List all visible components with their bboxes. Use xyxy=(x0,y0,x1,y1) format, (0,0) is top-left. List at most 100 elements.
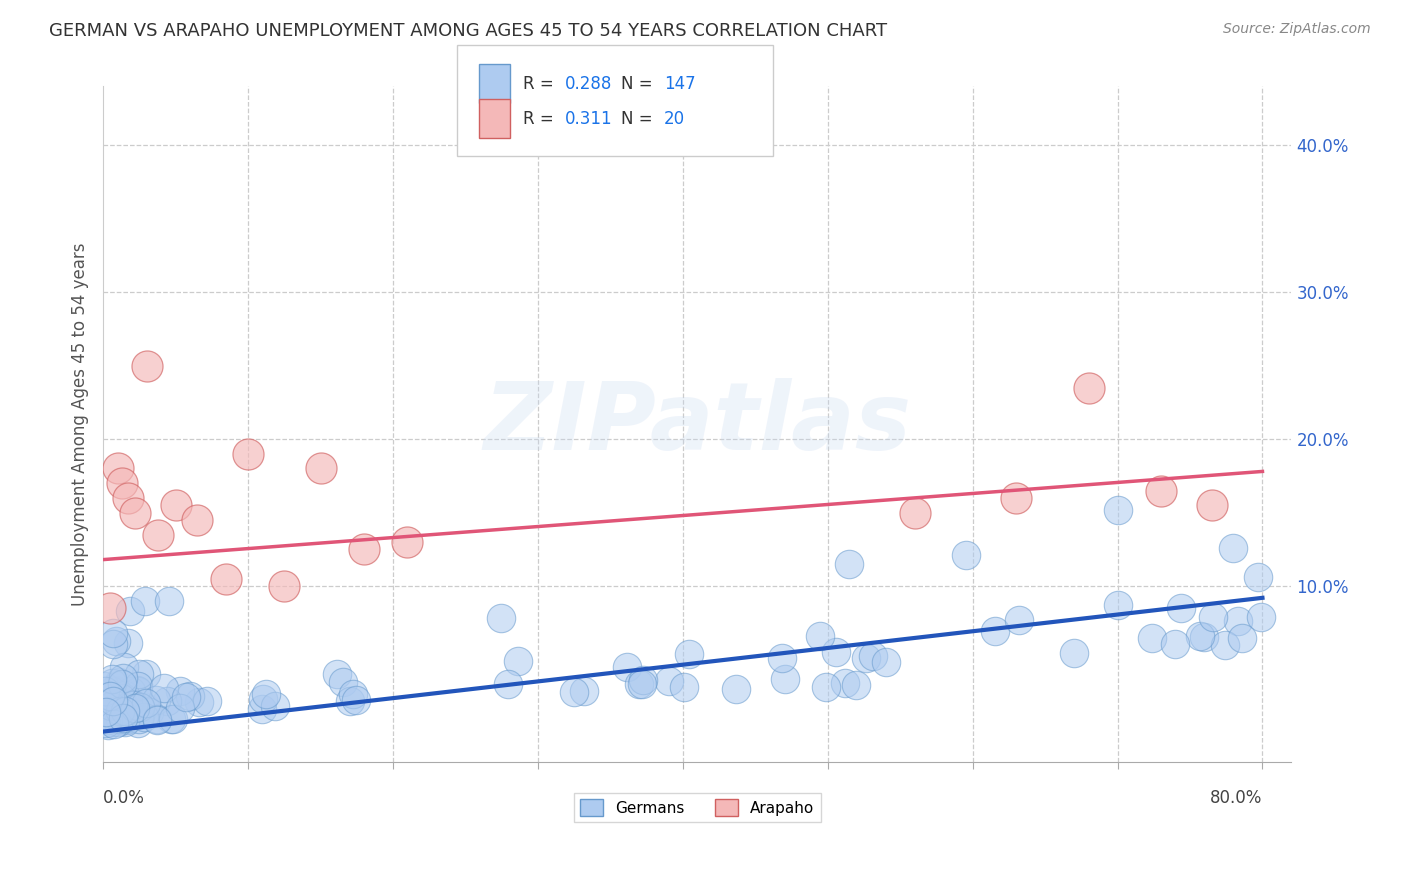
Point xyxy=(103,716,125,731)
Point xyxy=(125,706,148,721)
Text: 20: 20 xyxy=(664,110,685,128)
Point xyxy=(100,684,122,698)
Point xyxy=(112,703,135,717)
Point xyxy=(1247,570,1270,584)
Point xyxy=(658,673,681,688)
Point xyxy=(236,447,259,461)
Point xyxy=(489,611,512,625)
Point xyxy=(110,691,132,706)
Point xyxy=(1150,483,1173,498)
Point xyxy=(1170,601,1192,615)
Point xyxy=(134,700,156,714)
Point xyxy=(616,660,638,674)
Point xyxy=(120,683,142,698)
Point xyxy=(169,701,191,715)
Point xyxy=(94,715,117,730)
Point xyxy=(983,624,1005,638)
Point xyxy=(105,682,128,697)
Point xyxy=(118,604,141,618)
Text: GERMAN VS ARAPAHO UNEMPLOYMENT AMONG AGES 45 TO 54 YEARS CORRELATION CHART: GERMAN VS ARAPAHO UNEMPLOYMENT AMONG AGE… xyxy=(49,22,887,40)
Point xyxy=(342,687,364,701)
Point xyxy=(103,694,125,708)
Point xyxy=(264,699,287,714)
Point xyxy=(98,709,121,723)
Point xyxy=(1008,613,1031,627)
Point xyxy=(117,710,139,724)
Point xyxy=(678,647,700,661)
Point xyxy=(165,498,187,512)
Point xyxy=(94,683,117,698)
Point xyxy=(156,694,179,708)
Text: 0.311: 0.311 xyxy=(565,110,613,128)
Point xyxy=(135,359,157,373)
Point xyxy=(1250,610,1272,624)
Point xyxy=(114,688,136,702)
Point xyxy=(107,715,129,730)
Point xyxy=(179,690,201,704)
Point xyxy=(633,673,655,687)
Point xyxy=(96,709,118,723)
Point xyxy=(97,689,120,703)
Point xyxy=(148,527,170,541)
Point xyxy=(1230,631,1253,645)
Point xyxy=(250,702,273,716)
Point xyxy=(111,671,134,685)
Point xyxy=(508,654,530,668)
Point xyxy=(118,694,141,708)
Point xyxy=(353,542,375,557)
Text: ZIPatlas: ZIPatlas xyxy=(484,378,911,470)
Point xyxy=(1192,630,1215,644)
Point xyxy=(107,706,129,720)
Point xyxy=(770,651,793,665)
Point xyxy=(114,703,136,717)
Point xyxy=(127,682,149,697)
Point xyxy=(904,506,927,520)
Point xyxy=(1222,541,1244,555)
Point xyxy=(127,716,149,731)
Point xyxy=(838,557,860,571)
Point xyxy=(112,660,135,674)
Point xyxy=(256,687,278,701)
Point xyxy=(115,713,138,727)
Point xyxy=(112,713,135,727)
Point xyxy=(844,678,866,692)
Point xyxy=(93,679,115,693)
Point xyxy=(96,718,118,732)
Point xyxy=(128,699,150,714)
Point xyxy=(1201,498,1223,512)
Text: N =: N = xyxy=(621,110,658,128)
Point xyxy=(117,491,139,505)
Point xyxy=(396,535,419,549)
Point xyxy=(104,684,127,698)
Point xyxy=(108,704,131,718)
Point xyxy=(326,666,349,681)
Point xyxy=(114,715,136,730)
Point xyxy=(186,513,208,527)
Point xyxy=(101,676,124,690)
Point xyxy=(121,701,143,715)
Point xyxy=(104,694,127,708)
Point xyxy=(1107,503,1129,517)
Point xyxy=(153,681,176,696)
Point xyxy=(128,667,150,681)
Point xyxy=(93,708,115,723)
Point xyxy=(815,680,838,694)
Point xyxy=(117,698,139,712)
Point xyxy=(127,683,149,698)
Point xyxy=(146,713,169,727)
Point xyxy=(1164,637,1187,651)
Point xyxy=(824,644,846,658)
Point xyxy=(122,698,145,712)
Point xyxy=(105,634,128,648)
Point xyxy=(252,691,274,706)
Point xyxy=(108,704,131,718)
Point xyxy=(101,704,124,718)
Point xyxy=(100,699,122,714)
Point xyxy=(101,637,124,651)
Point xyxy=(339,694,361,708)
Point xyxy=(273,579,295,593)
Point xyxy=(111,677,134,691)
Point xyxy=(1107,598,1129,612)
Point xyxy=(673,680,696,694)
Point xyxy=(127,679,149,693)
